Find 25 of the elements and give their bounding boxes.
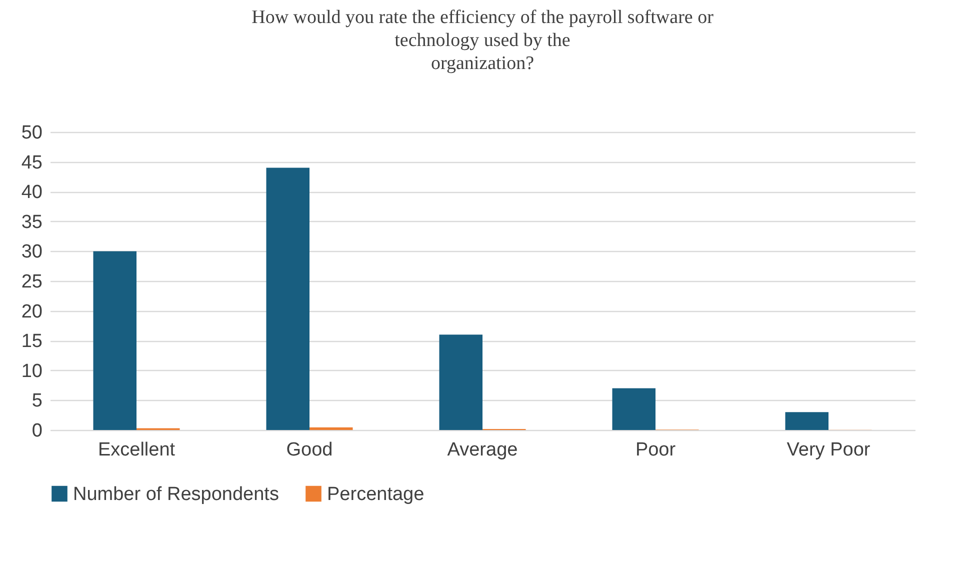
bar [310,427,353,430]
x-tick-label: Excellent [98,440,176,460]
y-tick-label: 15 [21,331,42,352]
legend-label: Percentage [327,484,424,505]
bar [612,388,656,430]
x-tick-label: Good [286,440,333,460]
y-tick-label: 20 [21,301,42,322]
bar [785,412,828,430]
y-tick-label: 30 [21,242,42,263]
chart-title: How would you rate the efficiency of the payroll software or technology used by the organization? [252,7,714,74]
x-tick-label: Average [447,440,518,460]
x-tick-label: Very Poor [786,440,871,460]
y-tick-label: 10 [21,360,42,382]
y-tick-label: 35 [21,212,42,233]
bar [93,251,136,430]
y-tick-label: 5 [32,390,42,412]
x-tick-label: Poor [635,440,676,460]
bar [439,334,482,430]
legend-label: Number of Respondents [73,484,279,505]
y-tick-label: 50 [21,122,42,144]
y-tick-label: 25 [21,272,42,292]
y-tick-label: 40 [21,182,42,204]
bar [266,168,310,430]
y-tick-label: 45 [21,152,42,174]
y-tick-label: 0 [32,420,42,442]
